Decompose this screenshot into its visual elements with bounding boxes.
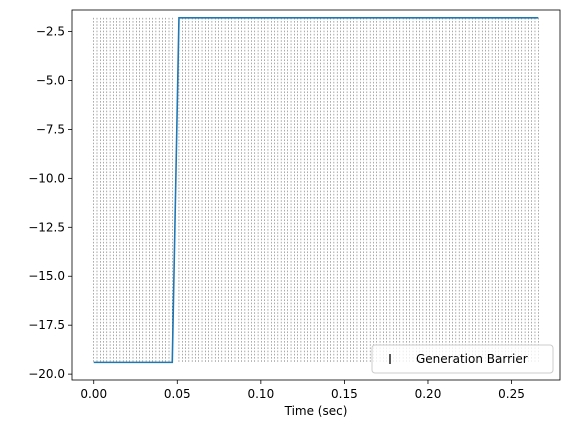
x-tick-label: 0.20 (415, 387, 442, 401)
series-layer (93, 17, 539, 364)
y-tick-label: −5.0 (36, 73, 65, 87)
x-axis-ticks: 0.00 0.05 0.10 0.15 0.20 0.25 (80, 380, 525, 401)
x-tick-label: 0.15 (331, 387, 358, 401)
series-line (93, 17, 539, 364)
x-axis-label: Time (sec) (284, 404, 348, 418)
plot-frame (71, 9, 561, 381)
y-tick-label: −10.0 (28, 171, 65, 185)
legend-label-barrier: Generation Barrier (416, 352, 528, 366)
x-tick-label: 0.25 (498, 387, 525, 401)
legend-box (371, 344, 554, 374)
y-tick-label: −15.0 (28, 269, 65, 283)
x-tick-label: 0.05 (164, 387, 191, 401)
y-tick-label: −17.5 (28, 318, 65, 332)
x-tick-label: 0.00 (80, 387, 107, 401)
y-tick-label: −7.5 (36, 122, 65, 136)
x-tick-label: 0.10 (247, 387, 274, 401)
legend: Generation Barrier (371, 344, 554, 374)
y-axis-ticks: −2.5 −5.0 −7.5 −10.0 −12.5 −15.0 −17.5 −20.0 (28, 25, 72, 381)
y-tick-label: −20.0 (28, 367, 65, 381)
y-tick-label: −12.5 (28, 220, 65, 234)
y-tick-label: −2.5 (36, 25, 65, 39)
